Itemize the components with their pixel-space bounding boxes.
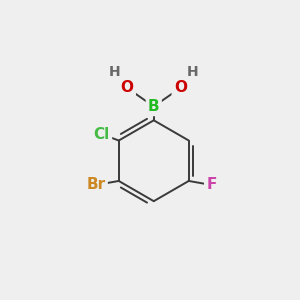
Text: B: B (148, 99, 160, 114)
Text: H: H (109, 65, 120, 79)
Text: H: H (187, 65, 199, 79)
Text: Cl: Cl (94, 127, 110, 142)
Text: F: F (206, 178, 217, 193)
Text: O: O (121, 80, 134, 95)
Text: O: O (174, 80, 187, 95)
Text: Br: Br (86, 178, 106, 193)
